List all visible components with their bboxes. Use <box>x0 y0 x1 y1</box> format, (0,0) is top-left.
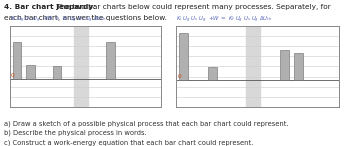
Text: 0: 0 <box>177 74 181 79</box>
Bar <box>246 26 260 107</box>
Bar <box>208 67 217 80</box>
Text: b) Describe the physical process in words.: b) Describe the physical process in word… <box>4 130 147 137</box>
Bar <box>53 66 61 79</box>
Text: The two bar charts below could represent many processes. Separately, for: The two bar charts below could represent… <box>54 4 330 10</box>
Text: c) Construct a work-energy equation that each bar chart could represent.: c) Construct a work-energy equation that… <box>4 139 253 146</box>
Bar <box>106 42 115 79</box>
Bar <box>13 42 21 79</box>
Bar <box>294 53 303 80</box>
Text: $\mathit{K_i}\ \mathit{U_g}\ \mathit{U_s}\ \mathit{U_g}$  $+W\ =\ \mathit{K_f}\ : $\mathit{K_i}\ \mathit{U_g}\ \mathit{U_s… <box>10 14 107 25</box>
Text: 4. Bar chart jeopardy:: 4. Bar chart jeopardy: <box>4 4 96 10</box>
Text: each bar chart, answer the questions below.: each bar chart, answer the questions bel… <box>4 15 167 21</box>
Text: $\mathit{K_i}\ \mathit{U_g}\ \mathit{U_s}\ \mathit{U_g}$  $+W\ =\ \mathit{K_f}\ : $\mathit{K_i}\ \mathit{U_g}\ \mathit{U_s… <box>176 14 273 25</box>
Bar <box>74 26 88 107</box>
Text: 0: 0 <box>11 73 15 78</box>
Text: a) Draw a sketch of a possible physical process that each bar chart could repres: a) Draw a sketch of a possible physical … <box>4 120 289 127</box>
Bar <box>179 33 188 80</box>
Bar <box>26 65 35 79</box>
Bar <box>280 50 289 80</box>
